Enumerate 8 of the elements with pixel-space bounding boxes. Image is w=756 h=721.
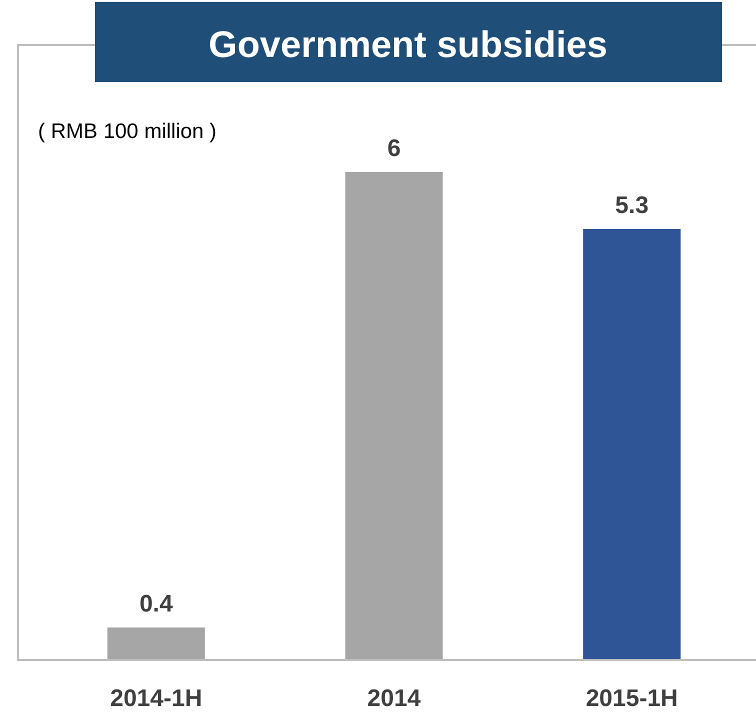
data-label: 6 <box>387 135 401 162</box>
data-label: 5.3 <box>615 192 649 219</box>
x-tick-label: 2014-1H <box>110 685 202 712</box>
x-tick-label: 2015-1H <box>586 685 678 712</box>
chart-title: Government subsidies <box>208 24 608 65</box>
x-tick-label: 2014 <box>367 685 422 712</box>
y-axis-title: ( RMB 100 million ) <box>38 120 217 143</box>
data-label: 0.4 <box>139 590 174 618</box>
